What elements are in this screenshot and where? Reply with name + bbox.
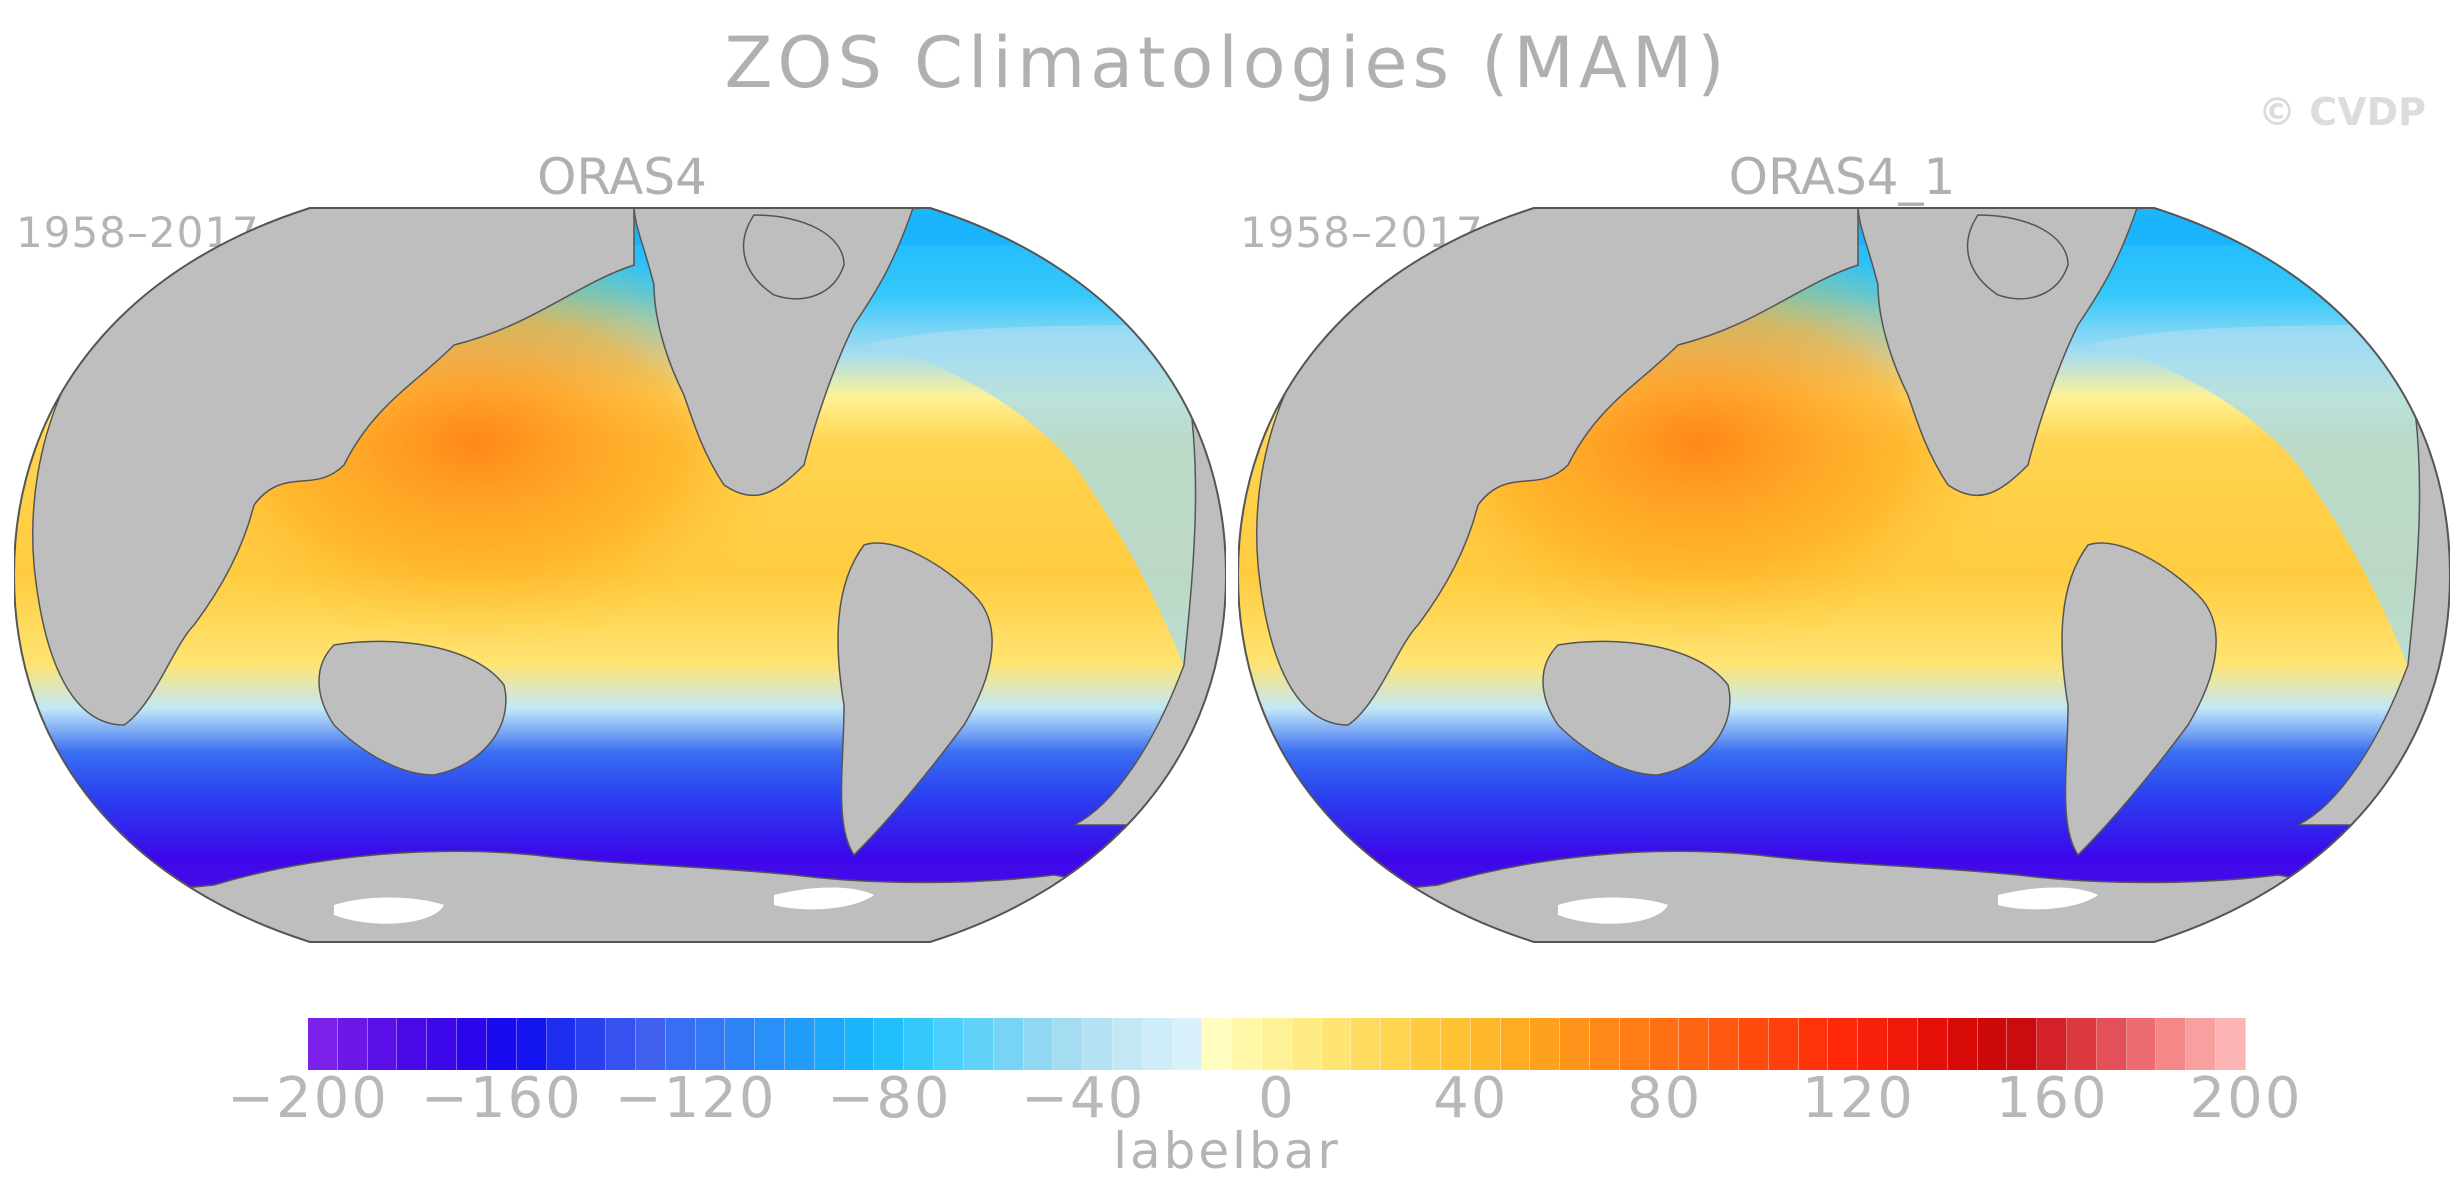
- colorbar-cell: [1858, 1018, 1889, 1070]
- colorbar-cell: [367, 1018, 398, 1070]
- colorbar-cell: [1291, 1018, 1322, 1070]
- world-map-right: [1238, 207, 2450, 943]
- colorbar-cell: [1470, 1018, 1501, 1070]
- colorbar-cell: [1560, 1018, 1590, 1070]
- colorbar-tick-label: −160: [420, 1066, 583, 1131]
- colorbar-cell: [1440, 1018, 1471, 1070]
- colorbar-cell: [397, 1018, 428, 1070]
- colorbar-cell: [576, 1018, 607, 1070]
- colorbar-cell: [1530, 1018, 1561, 1070]
- colorbar-cell: [1649, 1018, 1680, 1070]
- colorbar-cell: [1381, 1018, 1412, 1070]
- colorbar-cell: [1739, 1018, 1769, 1070]
- colorbar-cell: [1619, 1018, 1650, 1070]
- colorbar-cell: [2186, 1018, 2216, 1070]
- colorbar-tick-label: 0: [1258, 1066, 1296, 1131]
- colorbar-tick-label: 200: [2189, 1066, 2303, 1131]
- colorbar-cell: [427, 1018, 458, 1070]
- colorbar-cell: [993, 1018, 1024, 1070]
- colorbar-label: labelbar: [1113, 1122, 1341, 1180]
- colorbar-cell: [1798, 1018, 1829, 1070]
- colorbar-cell: [606, 1018, 636, 1070]
- colorbar-cell: [1709, 1018, 1739, 1070]
- colorbar-cell: [1888, 1018, 1918, 1070]
- colorbar-tick-label: 80: [1626, 1066, 1703, 1131]
- colorbar-cell: [337, 1018, 368, 1070]
- colorbar-cell: [1112, 1018, 1143, 1070]
- colorbar-cell: [308, 1018, 338, 1070]
- colorbar-cell: [695, 1018, 726, 1070]
- colorbar-cell: [1500, 1018, 1531, 1070]
- colorbar-cell: [1977, 1018, 2008, 1070]
- colorbar-cell: [1947, 1018, 1978, 1070]
- colorbar-cell: [2216, 1018, 2246, 1070]
- colorbar-cell: [1172, 1018, 1203, 1070]
- colorbar-cell: [635, 1018, 666, 1070]
- colorbar-cell: [755, 1018, 785, 1070]
- colorbar-cell: [2037, 1018, 2067, 1070]
- colorbar-cell: [934, 1018, 964, 1070]
- colorbar-cell: [1321, 1018, 1352, 1070]
- colorbar-cell: [814, 1018, 845, 1070]
- colorbar-cell: [904, 1018, 935, 1070]
- colorbar-cell: [516, 1018, 547, 1070]
- colorbar-cell: [1142, 1018, 1173, 1070]
- colorbar-cell: [1202, 1018, 1233, 1070]
- colorbar-cell: [1589, 1018, 1620, 1070]
- colorbar-tick-label: −200: [227, 1066, 389, 1131]
- colorbar-tick-label: −40: [1021, 1066, 1146, 1131]
- colorbar-tick-label: 40: [1433, 1066, 1509, 1131]
- colorbar-cell: [2007, 1018, 2038, 1070]
- colorbar: [308, 1018, 2246, 1070]
- colorbar-cell: [963, 1018, 994, 1070]
- figure-title: ZOS Climatologies (MAM): [724, 22, 1730, 104]
- panel-title-left: ORAS4: [537, 148, 707, 206]
- colorbar-cell: [1679, 1018, 1710, 1070]
- colorbar-cell: [2066, 1018, 2097, 1070]
- colorbar-cell: [1828, 1018, 1859, 1070]
- colorbar-cell: [1411, 1018, 1441, 1070]
- colorbar-ticks: −200 −160 −120 −80 −40 0 40 80 120 160 200: [0, 1066, 2454, 1136]
- colorbar-cell: [1768, 1018, 1799, 1070]
- colorbar-cell: [2156, 1018, 2187, 1070]
- colorbar-cell: [874, 1018, 905, 1070]
- colorbar-cell: [1083, 1018, 1113, 1070]
- world-map-left: [14, 207, 1226, 943]
- colorbar-tick-label: −120: [614, 1066, 777, 1131]
- colorbar-cell: [1023, 1018, 1054, 1070]
- colorbar-cell: [457, 1018, 487, 1070]
- panel-title-right: ORAS4_1: [1728, 148, 1956, 206]
- colorbar-cell: [1351, 1018, 1382, 1070]
- colorbar-tick-label: −80: [827, 1066, 952, 1131]
- colorbar-cell: [1232, 1018, 1262, 1070]
- colorbar-cell: [2096, 1018, 2127, 1070]
- colorbar-cell: [1262, 1018, 1292, 1070]
- colorbar-cell: [1053, 1018, 1084, 1070]
- colorbar-tick-label: 120: [1801, 1066, 1915, 1131]
- colorbar-cell: [1917, 1018, 1948, 1070]
- colorbar-cell: [486, 1018, 517, 1070]
- colorbar-tick-label: 160: [1995, 1066, 2109, 1131]
- colorbar-cell: [844, 1018, 875, 1070]
- colorbar-cell: [785, 1018, 815, 1070]
- colorbar-cell: [546, 1018, 577, 1070]
- colorbar-cell: [725, 1018, 756, 1070]
- copyright-watermark: © CVDP: [2258, 90, 2426, 134]
- colorbar-cell: [665, 1018, 696, 1070]
- colorbar-cell: [2126, 1018, 2157, 1070]
